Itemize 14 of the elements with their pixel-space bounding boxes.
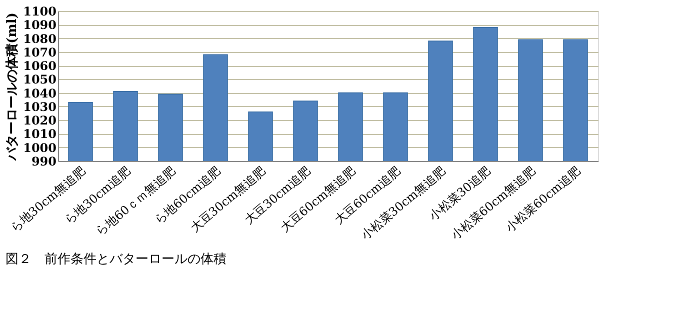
y-axis-title: バターロールの体積(ml): [5, 12, 20, 162]
y-tick-label: 1090: [23, 18, 56, 32]
y-tick-label: 1030: [23, 100, 56, 114]
y-tick-label: 1000: [23, 140, 56, 155]
y-tick-label: 1070: [23, 45, 56, 60]
y-tick-label: 990: [31, 154, 56, 168]
y-tick-label: 1040: [23, 86, 56, 100]
y-tick-label: 1060: [23, 59, 56, 74]
y-tick-label: 1050: [23, 72, 56, 87]
y-tick-label: 1020: [23, 114, 56, 128]
y-tick-label: 1080: [23, 32, 56, 46]
y-tick-label: 1100: [23, 4, 56, 18]
y-tick-label: 1010: [23, 127, 56, 142]
text: 図２ 前作条件とバターロールの体積: [6, 252, 227, 268]
